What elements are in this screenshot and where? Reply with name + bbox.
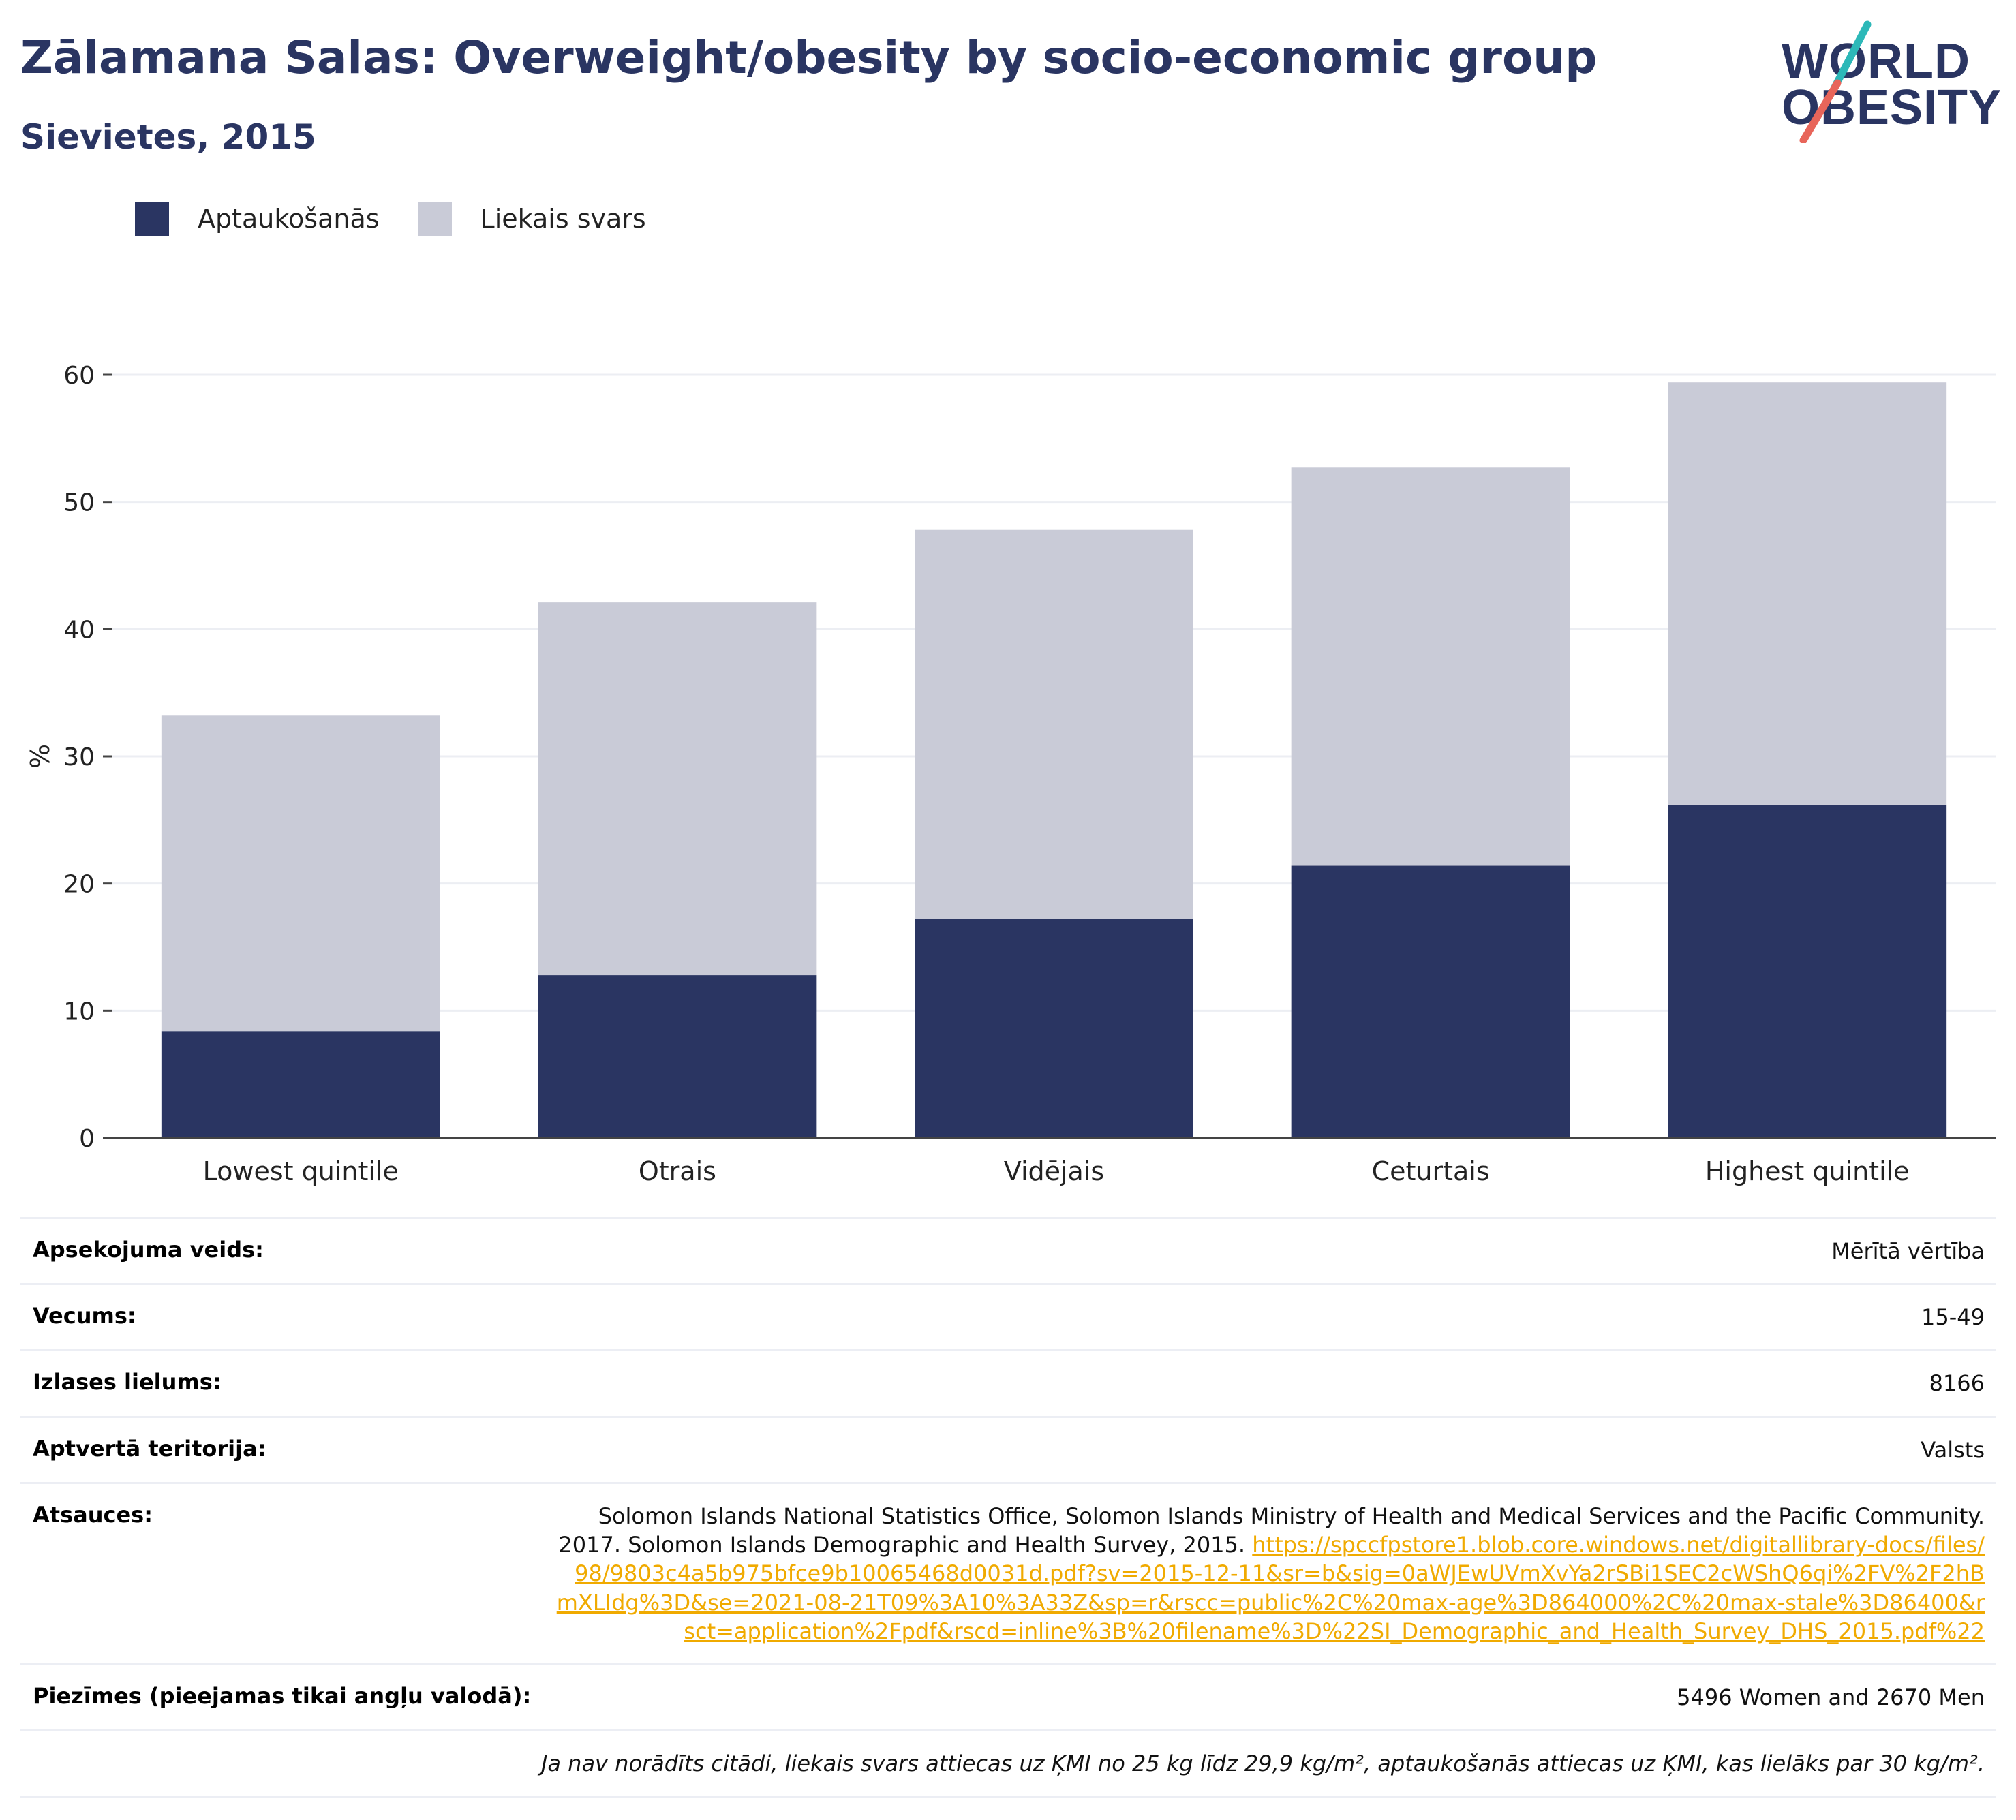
y-tick-label: 0 [79, 1125, 95, 1153]
info-label: Apsekojuma veids: [20, 1216, 543, 1284]
info-value: Mērītā vērtība [542, 1216, 1996, 1284]
chart-legend: Aptaukošanās Liekais svars [135, 202, 684, 236]
info-label: Atsauces: [20, 1481, 543, 1665]
bar-overweight [1291, 467, 1570, 866]
logo-line-2: OBESITY [1782, 80, 2002, 135]
bar-obesity [161, 1031, 440, 1138]
info-row-definition: Ja nav norādīts citādi, liekais svars at… [20, 1729, 1996, 1798]
bar-overweight [915, 529, 1193, 919]
bar-obesity [538, 975, 817, 1138]
x-tick-label: Highest quintile [1705, 1156, 1910, 1186]
reference-link[interactable]: https://spccfpstore1.blob.core.windows.n… [556, 1532, 1985, 1644]
legend-label-obesity: Aptaukošanās [198, 204, 380, 234]
y-tick-label: 30 [63, 743, 95, 771]
info-row-survey-type: Apsekojuma veids: Mērītā vērtība [20, 1216, 1996, 1284]
legend-swatch-obesity [135, 202, 169, 236]
info-row-age: Vecums: 15-49 [20, 1283, 1996, 1351]
legend-item-obesity[interactable]: Aptaukošanās [135, 202, 380, 236]
bar-overweight [1668, 382, 1947, 805]
info-table: Apsekojuma veids: Mērītā vērtība Vecums:… [20, 1216, 1996, 1798]
x-tick-label: Otrais [639, 1156, 716, 1186]
x-tick-label: Ceturtais [1372, 1156, 1490, 1186]
info-label: Aptvertā teritorija: [20, 1415, 543, 1483]
info-label: Vecums: [20, 1283, 543, 1351]
x-tick-label: Vidējais [1004, 1156, 1104, 1186]
info-value: Solomon Islands National Statistics Offi… [542, 1481, 1996, 1665]
y-tick-label: 50 [63, 489, 95, 517]
bar-overweight [161, 715, 440, 1032]
chart-title: Zālamana Salas: Overweight/obesity by so… [20, 31, 1598, 84]
y-axis-label: % [25, 744, 55, 769]
y-tick-label: 40 [63, 616, 95, 644]
info-row-notes: Piezīmes (pieejamas tikai angļu valodā):… [20, 1663, 1996, 1731]
definition-note: Ja nav norādīts citādi, liekais svars at… [20, 1729, 1996, 1798]
bar-obesity [1668, 804, 1947, 1138]
info-value: 8166 [542, 1349, 1996, 1417]
info-label: Piezīmes (pieejamas tikai angļu valodā): [20, 1663, 543, 1731]
info-value: Valsts [542, 1415, 1996, 1483]
legend-swatch-overweight [417, 202, 452, 236]
info-value: 15-49 [542, 1283, 1996, 1351]
info-row-coverage: Aptvertā teritorija: Valsts [20, 1415, 1996, 1483]
info-value: 5496 Women and 2670 Men [542, 1663, 1996, 1731]
bar-obesity [1291, 865, 1570, 1138]
legend-item-overweight[interactable]: Liekais svars [417, 202, 646, 236]
reference-text: Solomon Islands National Statistics Offi… [558, 1502, 1985, 1558]
stacked-bar-chart: 0 10 20 30 40 50 60% Lowest quintile Otrais Vidēj… [25, 362, 1996, 1186]
y-tick-label: 20 [63, 871, 95, 899]
info-row-sample-size: Izlases lielums: 8166 [20, 1349, 1996, 1417]
legend-label-overweight: Liekais svars [480, 204, 646, 234]
y-tick-label: 10 [63, 998, 95, 1025]
x-tick-label: Lowest quintile [203, 1156, 399, 1186]
bar-obesity [915, 919, 1193, 1138]
info-label: Izlases lielums: [20, 1349, 543, 1417]
chart-subtitle: Sievietes, 2015 [20, 117, 316, 157]
info-row-references: Atsauces: Solomon Islands National Stati… [20, 1481, 1996, 1665]
logo-slash-icon [1799, 20, 1872, 143]
logo-line-1: WORLD [1782, 34, 1970, 89]
world-obesity-logo: WORLD OBESITY [1772, 20, 2004, 143]
y-tick-label: 60 [63, 362, 95, 390]
bar-overweight [538, 602, 817, 976]
